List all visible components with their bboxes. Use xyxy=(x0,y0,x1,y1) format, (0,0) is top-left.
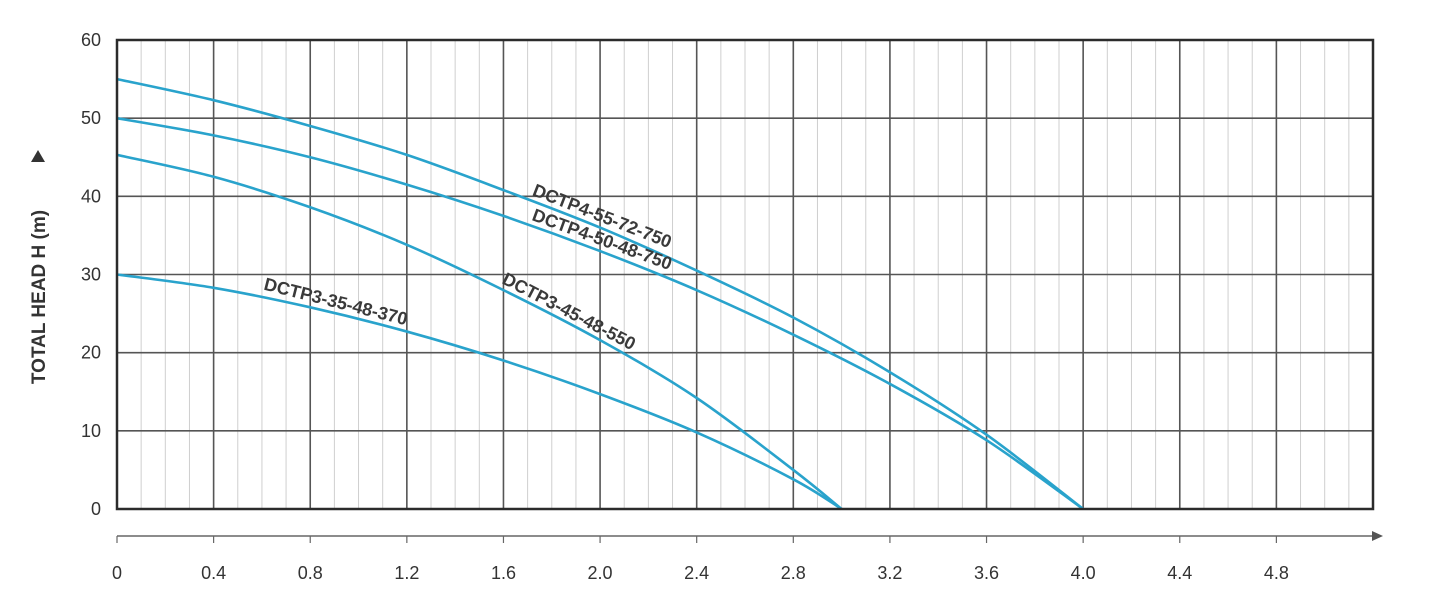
y-tick-label: 40 xyxy=(81,186,101,206)
x-tick-labels: 0 0.4 0.8 1.2 1.6 2.0 2.4 2.8 3.2 3.6 4.0 4.4 4.8 xyxy=(112,536,1289,583)
x-tick-label: 3.6 xyxy=(974,563,999,583)
x-axis xyxy=(117,531,1383,541)
series-line-dctp4-55-72-750 xyxy=(116,77,1084,511)
x-tick-label: 2.0 xyxy=(588,563,613,583)
series-label-dctp3-45-48-550: DCTP3-45-48-550 xyxy=(499,269,639,354)
x-tick-label: 1.2 xyxy=(394,563,419,583)
y-tick-label: 30 xyxy=(81,265,101,285)
x-tick-label: 4.0 xyxy=(1071,563,1096,583)
series-line-dctp3-35-48-370 xyxy=(116,273,843,511)
y-tick-label: 50 xyxy=(81,108,101,128)
y-tick-label: 0 xyxy=(91,499,101,519)
y-tick-label: 20 xyxy=(81,343,101,363)
y-axis-arrow-icon xyxy=(31,150,45,162)
plot-frame xyxy=(115,38,1375,511)
x-tick-label: 3.2 xyxy=(877,563,902,583)
x-tick-label: 0 xyxy=(112,563,122,583)
x-tick-label: 0.4 xyxy=(201,563,226,583)
x-tick-label: 2.4 xyxy=(684,563,709,583)
series-line-dctp4-50-48-750 xyxy=(116,116,1084,511)
x-tick-label: 2.8 xyxy=(781,563,806,583)
series-lines xyxy=(116,77,1084,511)
x-tick-label: 4.4 xyxy=(1167,563,1192,583)
series-line-dctp3-45-48-550 xyxy=(116,153,843,511)
x-axis-arrow-icon xyxy=(1372,531,1383,541)
x-tick-label: 4.8 xyxy=(1264,563,1289,583)
series-labels: DCTP4-55-72-750DCTP4-50-48-750DCTP3-45-4… xyxy=(262,180,675,354)
y-axis-label: TOTAL HEAD H (m) xyxy=(29,210,50,384)
major-gridlines xyxy=(117,40,1373,509)
x-tick-label: 1.6 xyxy=(491,563,516,583)
y-tick-label: 10 xyxy=(81,421,101,441)
y-tick-label: 60 xyxy=(81,30,101,50)
y-tick-labels: 0 10 20 30 40 50 60 xyxy=(81,30,101,519)
x-tick-label: 0.8 xyxy=(298,563,323,583)
